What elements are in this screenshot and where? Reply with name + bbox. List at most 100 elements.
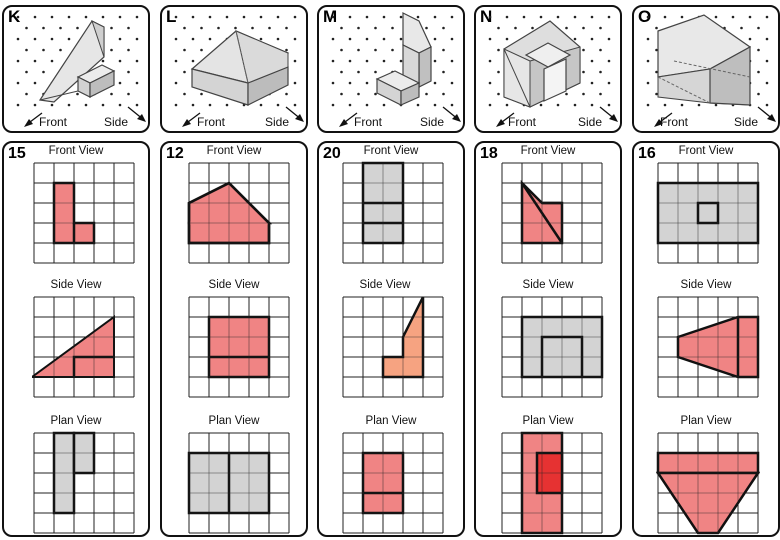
grid-dot [50,59,54,63]
grid-dot [110,26,113,30]
plan-view-title: Plan View [522,415,574,427]
grid-dot [590,37,594,41]
grid-dot [76,26,79,30]
grid-dot [573,37,577,41]
grid-dot [348,59,352,63]
grid-dot [433,15,437,19]
grid-dot [765,81,769,85]
grid-dot [374,92,377,96]
side-view-grid [501,296,604,398]
grid-dot [488,103,492,107]
plan-view-grid [656,432,760,535]
grid-dot [183,70,186,74]
grid-overlay [342,162,444,264]
grid-dot [740,26,743,30]
side-view-title: Side View [522,279,574,291]
grid-dot [293,81,297,85]
panel-number: 20 [323,145,341,162]
grid-dot [697,103,701,107]
grid-dot [50,103,54,107]
grid-dot [433,37,437,41]
grid-dot [174,103,178,107]
grid-overlay [342,296,444,398]
grid-dot [416,103,420,107]
grid-dot [348,15,352,19]
grid-dot [118,15,122,19]
grid-dot [765,37,769,41]
grid-dot [425,92,428,96]
side-label: Side [578,115,603,129]
front-label: Front [197,115,226,129]
grid-dot [25,48,28,52]
front-view-title: Front View [363,145,419,157]
front-view-grid [501,162,603,264]
grid-dot [357,70,360,74]
grid-dot [599,48,602,52]
panel-number: 16 [638,145,656,162]
grid-dot [607,81,611,85]
grid-overlay [33,432,135,534]
grid-dot [582,70,585,74]
panel-l-isometric: L Front Side [160,5,308,133]
grid-dot [646,37,650,41]
grid-dot [59,26,62,30]
grid-dot [442,92,445,96]
direction-arrows [496,106,618,127]
grid-dot [646,15,650,19]
grid-dot [183,92,186,96]
grid-dot [365,59,369,63]
plan-view-grid [342,432,444,534]
grid-dot [655,26,658,30]
grid-dot [590,81,594,85]
grid-overlay [501,162,603,264]
grid-dot [442,48,445,52]
grid-overlay [188,432,290,534]
grid-dot [16,59,20,63]
grid-dot [331,15,335,19]
grid-dot [16,103,20,107]
plan-view-grid [501,431,603,535]
grid-dot [348,81,352,85]
grid-dot [183,48,186,52]
grid-dot [382,15,386,19]
shaded-region [656,181,760,245]
grid-dot [331,59,335,63]
grid-dot [488,15,492,19]
grid-dot [646,59,650,63]
grid-dot [242,15,246,19]
isometric-shape-m [375,12,432,106]
grid-overlay [342,432,444,534]
grid-dot [33,15,37,19]
grid-dot [590,59,594,63]
grid-dot [573,103,577,107]
grid-dot [208,15,212,19]
panel-letter: N [480,7,493,26]
grid-dot [442,26,445,30]
grid-dot [127,48,130,52]
grid-dot [348,37,352,41]
grid-dot [174,37,178,41]
side-label: Side [265,115,290,129]
grid-dot [391,26,394,30]
panel-12-views: 12 Front View Side View Plan View [160,141,308,537]
grid-dot [135,37,139,41]
grid-dot [357,48,360,52]
isometric-shape-o [657,14,752,106]
grid-dot [331,103,335,107]
side-view-title: Side View [50,279,102,291]
grid-dot [50,15,54,19]
panel-letter: M [323,7,338,26]
grid-dot [748,37,752,41]
grid-dot [101,59,105,63]
panel-number: 12 [166,145,184,162]
grid-dot [582,48,585,52]
panel-o-isometric: O Front Side [632,5,780,133]
grid-dot [582,26,585,30]
front-label: Front [354,115,383,129]
grid-dot [101,103,105,107]
grid-dot [655,92,658,96]
grid-dot [450,15,454,19]
grid-dot [757,48,760,52]
grid-dot [331,81,335,85]
grid-dot [67,103,71,107]
